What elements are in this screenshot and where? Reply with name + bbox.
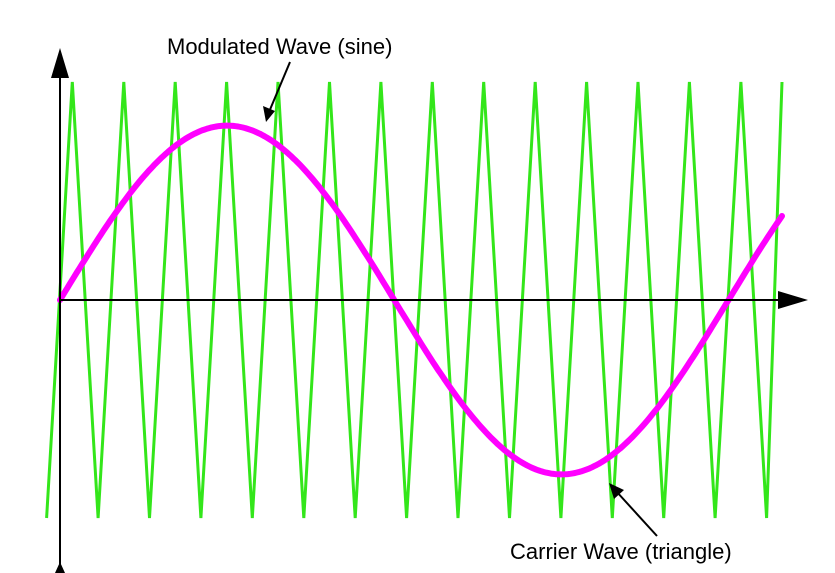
x-axis-arrow-icon bbox=[778, 291, 808, 309]
y-axis-arrow-bottom-icon bbox=[55, 562, 65, 573]
modulated-wave-pointer bbox=[268, 61, 291, 113]
modulated-sine-wave bbox=[57, 122, 785, 478]
modulated-wave-label: Modulated Wave (sine) bbox=[167, 34, 392, 59]
y-axis-arrow-top-icon bbox=[51, 48, 69, 78]
modulated-wave-pointer-arrowhead-icon bbox=[263, 106, 275, 122]
carrier-wave-label: Carrier Wave (triangle) bbox=[510, 539, 732, 564]
carrier-wave-pointer bbox=[615, 490, 658, 537]
carrier-wave-pointer-arrowhead-icon bbox=[609, 483, 624, 499]
